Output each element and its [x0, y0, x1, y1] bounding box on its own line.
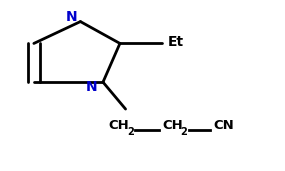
Text: Et: Et [168, 35, 184, 49]
Text: 2: 2 [127, 127, 134, 137]
Text: CH: CH [162, 119, 183, 132]
Text: 2: 2 [181, 127, 188, 137]
Text: N: N [66, 10, 78, 24]
Text: CH: CH [109, 119, 129, 132]
Text: CN: CN [213, 119, 234, 132]
Text: N: N [86, 80, 97, 94]
